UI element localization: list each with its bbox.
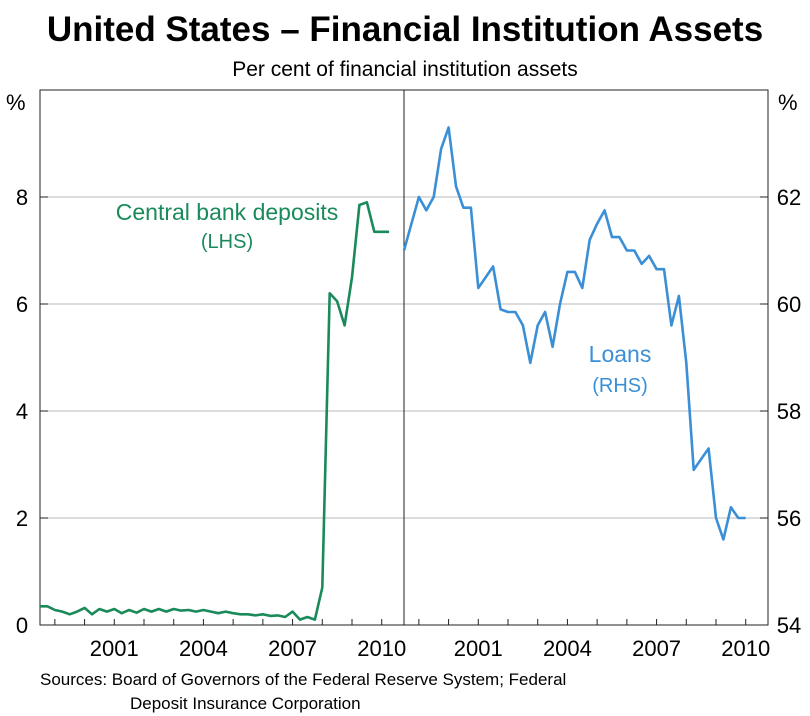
sources-note: Sources: Board of Governors of the Feder… <box>40 668 566 716</box>
left-y-tick-label: 8 <box>16 185 28 210</box>
left-y-tick-label: 6 <box>16 292 28 317</box>
chart-frame <box>39 89 769 626</box>
left-series-label: Central bank deposits <box>116 199 338 225</box>
left-y-tick-label: 2 <box>16 506 28 531</box>
right-y-tick-label: 54 <box>777 613 801 638</box>
right-x-tick-label: 2004 <box>543 636 592 661</box>
left-series-line <box>40 201 390 621</box>
sources-line-1: Sources: Board of Governors of the Feder… <box>40 670 567 689</box>
right-axis-unit: % <box>778 90 798 115</box>
left-x-tick-label: 2007 <box>268 636 317 661</box>
right-y-tick-label: 56 <box>777 506 801 531</box>
left-x-tick-label: 2004 <box>179 636 228 661</box>
left-y-tick-label: 4 <box>16 399 28 424</box>
left-series-label-sub: (LHS) <box>201 231 253 253</box>
left-x-tick-label: 2001 <box>90 636 139 661</box>
series-labels: Central bank deposits (LHS) Loans (RHS) <box>116 199 652 397</box>
left-axis-unit: % <box>6 90 26 115</box>
right-series-line <box>402 126 746 541</box>
right-x-tick-label: 2010 <box>721 636 770 661</box>
series-lines <box>40 126 746 621</box>
left-y-tick-label: 0 <box>16 613 28 638</box>
right-y-tick-label: 58 <box>777 399 801 424</box>
axes: % % 0 2 4 6 8 54 56 58 60 62 2001 2004 2007 2010 2001 200… <box>6 90 801 661</box>
right-y-tick-label: 60 <box>777 292 801 317</box>
right-series-label-sub: (RHS) <box>592 375 648 397</box>
right-x-tick-label: 2001 <box>454 636 503 661</box>
right-x-tick-label: 2007 <box>632 636 681 661</box>
chart-title: United States – Financial Institution As… <box>46 10 764 49</box>
sources-line-2: Deposit Insurance Corporation <box>130 694 361 713</box>
right-series-label: Loans <box>589 341 652 367</box>
right-y-tick-label: 62 <box>777 185 801 210</box>
chart-subtitle: Per cent of financial institution assets <box>232 58 578 81</box>
left-x-tick-label: 2010 <box>357 636 406 661</box>
